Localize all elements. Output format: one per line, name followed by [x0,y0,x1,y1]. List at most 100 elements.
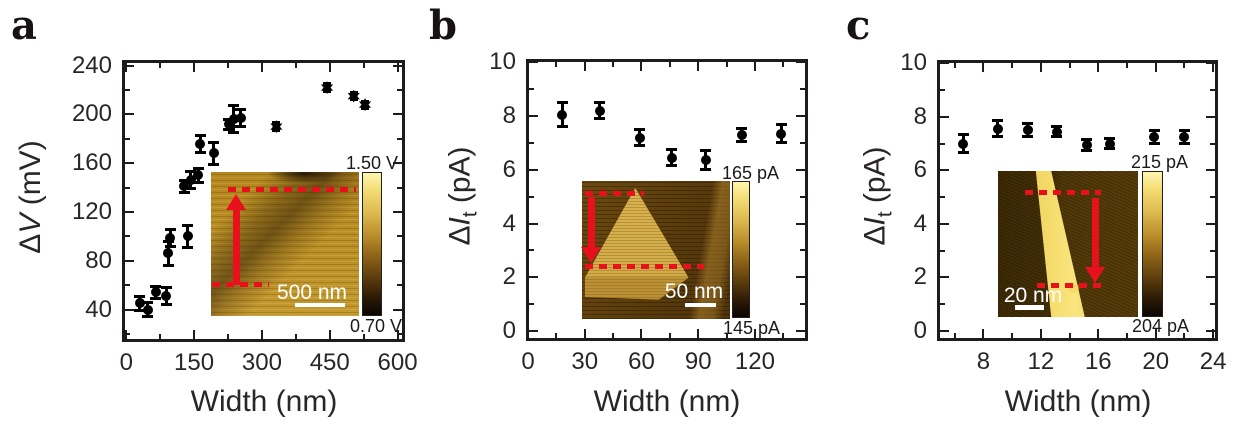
panel-b-error-bar-cap [556,101,568,105]
panel-c-error-bar-cap [1022,135,1034,139]
panel-c-x-tick [954,63,956,68]
panel-b-error-bar-cap [666,148,678,152]
panel-c-error-bar-cap [957,151,969,155]
panel-a-x-tick-label: 0 [119,349,133,376]
panel-b-error-bar-cap [700,149,712,153]
panel-c-y-tick [1206,62,1215,64]
panel-a-y-tick [125,65,134,67]
panel-a-x-tick [159,334,161,339]
panel-a-y-tick [125,284,130,286]
panel-a-error-bar-cap [194,133,206,137]
panel-c-data-point [958,138,969,149]
panel-b-error-bar-cap [634,144,646,148]
panel-b-x-tick-label: 0 [521,348,535,375]
panel-b-profile-arrow [588,197,595,249]
panel-b-x-tick-label: 30 [571,348,599,375]
panel-c-y-tick [940,169,949,171]
panel-a-y-tick [393,162,402,164]
panel-c-x-tick [1097,329,1099,338]
panel-b-x-tick [754,329,756,338]
panel-a-x-tick [125,63,127,72]
panel-b-y-axis-title: ΔIt (pA) [443,146,482,246]
panel-b-x-tick [697,62,699,71]
panel-b-x-tick [584,329,586,338]
panel-c-y-tick [940,196,945,198]
panel-c-profile-arrowhead-icon [1085,267,1105,283]
panel-a-error-bar-cap [235,108,247,112]
panel-c-y-tick-label: 10 [900,49,927,77]
panel-a-error-bar-cap [150,284,162,288]
panel-b-error-bar-cap [736,140,748,144]
panel-a-y-axis-title: ΔV (mV) [14,140,47,254]
panel-a-x-tick [193,330,195,339]
panel-a-colorbar [362,172,382,316]
panel-c-data-point [1051,126,1062,137]
panel-c-y-tick [1206,169,1215,171]
panel-a-y-tick [125,138,130,140]
panel-b-error-bar-cap [775,122,787,126]
panel-c-y-tick [1206,116,1215,118]
panel-a-y-tick [397,333,402,335]
panel-a-x-tick [261,330,263,339]
panel-a-data-point [150,287,161,298]
panel-a-letter: a [11,2,37,49]
panel-a-x-axis-title: Width (nm) [190,385,338,418]
panel-b-profile-arrowhead-icon [581,247,601,263]
panel-c-data-point [992,123,1003,134]
panel-c-error-bar-cap [992,135,1004,139]
panel-c-error-bar-cap [1178,142,1190,146]
panel-a-scale-bar [295,303,345,307]
panel-a-y-tick [125,113,134,115]
panel-a-data-point [185,175,196,186]
panel-a-x-tick-label: 600 [377,349,418,376]
panel-c-x-tick [1183,333,1185,338]
panel-a-x-tick [295,334,297,339]
panel-c-y-tick [1206,276,1215,278]
panel-a-y-tick [125,309,134,311]
panel-c-y-tick-label: 0 [913,316,927,344]
panel-c-x-axis-title: Width (nm) [1004,385,1152,418]
panel-c-error-bar-cap [992,119,1004,123]
panel-c-letter: c [846,2,871,49]
panel-a-error-bar-cap [185,170,197,174]
panel-c-y-tick [940,303,945,305]
panel-a-error-bar-cap [208,140,220,144]
panel-b-x-tick [782,333,784,338]
panel-b-y-tick-label: 4 [502,209,516,237]
panel-b-y-tick-label: 10 [489,48,516,76]
panel-c-x-tick [1126,63,1128,68]
panel-b-x-tick [640,329,642,338]
panel-a-error-bar-cap [208,162,220,166]
panel-a-profile-arrowhead-icon [226,194,246,210]
panel-a-y-tick-label: 200 [71,100,112,128]
panel-a-error-bar-cap [192,181,204,185]
panel-b-error-bar-cap [736,126,748,130]
panel-c-x-tick-label: 8 [976,348,991,375]
panel-c-profile-line-top [1025,190,1101,195]
panel-a-data-point [182,231,193,242]
panel-a-data-point [163,248,174,259]
panel-a-y-tick [397,138,402,140]
panel-b-y-tick [529,115,538,117]
panel-a-y-tick [125,260,134,262]
panel-b-data-point [700,155,711,166]
panel-c-y-tick [1206,223,1215,225]
panel-c-y-tick [940,89,945,91]
panel-a-x-tick [261,63,263,72]
panel-a-data-point [142,304,153,315]
panel-b-colorbar-max-label: 165 pA [722,163,780,183]
panel-a-error-bar-cap [134,309,146,313]
panel-a-colorbar-min-label: 0.70 V [350,316,403,336]
panel-a-error-bar-cap [228,131,240,135]
panel-a-profile-line-top [228,187,356,192]
panel-a-y-tick [397,284,402,286]
panel-c-data-point [1104,138,1115,149]
panel-b-x-tick [527,62,529,71]
panel-a-y-tick [397,187,402,189]
panel-b-x-tick [612,62,614,67]
panel-a-data-point [193,170,204,181]
panel-a-y-tick [393,211,402,213]
panel-c-colorbar-max-label: 215 pA [1131,152,1189,172]
panel-a-x-tick [329,63,331,72]
